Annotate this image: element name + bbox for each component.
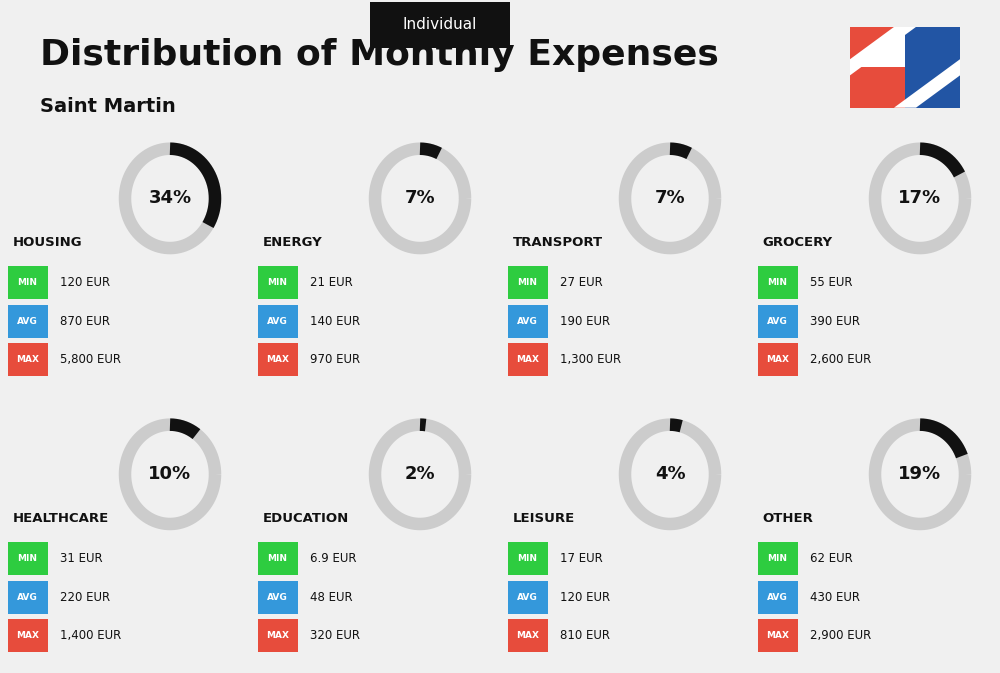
Text: MIN: MIN	[268, 554, 288, 563]
Text: MIN: MIN	[768, 278, 788, 287]
Text: 190 EUR: 190 EUR	[560, 315, 610, 328]
Text: 6.9 EUR: 6.9 EUR	[310, 552, 356, 565]
Text: MIN: MIN	[518, 554, 538, 563]
FancyBboxPatch shape	[508, 542, 548, 575]
Text: MAX: MAX	[16, 631, 39, 640]
Text: MIN: MIN	[268, 278, 288, 287]
Text: AVG: AVG	[517, 593, 538, 602]
Text: LEISURE: LEISURE	[512, 512, 575, 525]
FancyBboxPatch shape	[8, 581, 48, 614]
Text: AVG: AVG	[17, 317, 38, 326]
Text: 1,300 EUR: 1,300 EUR	[560, 353, 621, 366]
Text: 120 EUR: 120 EUR	[560, 591, 610, 604]
FancyBboxPatch shape	[508, 343, 548, 376]
Text: AVG: AVG	[267, 593, 288, 602]
Text: TRANSPORT: TRANSPORT	[512, 236, 603, 249]
Text: MAX: MAX	[266, 355, 289, 364]
FancyBboxPatch shape	[508, 266, 548, 299]
Text: 27 EUR: 27 EUR	[560, 276, 603, 289]
Text: MIN: MIN	[768, 554, 788, 563]
FancyBboxPatch shape	[758, 343, 798, 376]
Text: 120 EUR: 120 EUR	[60, 276, 110, 289]
Text: AVG: AVG	[267, 317, 288, 326]
Polygon shape	[905, 27, 960, 67]
Text: EDUCATION: EDUCATION	[262, 512, 349, 525]
Text: 2,600 EUR: 2,600 EUR	[810, 353, 871, 366]
FancyBboxPatch shape	[758, 305, 798, 338]
Text: MAX: MAX	[266, 631, 289, 640]
Polygon shape	[894, 59, 960, 108]
Text: MIN: MIN	[518, 278, 538, 287]
Text: 19%: 19%	[898, 465, 942, 483]
FancyBboxPatch shape	[370, 3, 510, 48]
Polygon shape	[850, 67, 905, 108]
Text: OTHER: OTHER	[763, 512, 813, 525]
FancyBboxPatch shape	[258, 619, 298, 652]
FancyBboxPatch shape	[258, 266, 298, 299]
Text: ENERGY: ENERGY	[262, 236, 322, 249]
Text: 220 EUR: 220 EUR	[60, 591, 110, 604]
Text: Individual: Individual	[403, 17, 477, 32]
Text: MAX: MAX	[766, 355, 789, 364]
Text: AVG: AVG	[17, 593, 38, 602]
FancyBboxPatch shape	[8, 542, 48, 575]
FancyBboxPatch shape	[8, 343, 48, 376]
Text: 390 EUR: 390 EUR	[810, 315, 860, 328]
Text: 870 EUR: 870 EUR	[60, 315, 110, 328]
FancyBboxPatch shape	[8, 305, 48, 338]
FancyBboxPatch shape	[8, 619, 48, 652]
Text: HEALTHCARE: HEALTHCARE	[12, 512, 109, 525]
Text: 17 EUR: 17 EUR	[560, 552, 603, 565]
Text: GROCERY: GROCERY	[763, 236, 833, 249]
Text: 1,400 EUR: 1,400 EUR	[60, 629, 121, 642]
Text: 48 EUR: 48 EUR	[310, 591, 353, 604]
FancyBboxPatch shape	[258, 581, 298, 614]
Text: MIN: MIN	[18, 278, 38, 287]
Text: 7%: 7%	[655, 189, 685, 207]
Polygon shape	[905, 67, 960, 108]
Polygon shape	[850, 27, 916, 75]
Text: AVG: AVG	[767, 593, 788, 602]
Text: 430 EUR: 430 EUR	[810, 591, 860, 604]
FancyBboxPatch shape	[758, 542, 798, 575]
Text: 17%: 17%	[898, 189, 942, 207]
Polygon shape	[850, 27, 905, 67]
FancyBboxPatch shape	[758, 619, 798, 652]
Text: 55 EUR: 55 EUR	[810, 276, 852, 289]
Text: 31 EUR: 31 EUR	[60, 552, 103, 565]
Text: 21 EUR: 21 EUR	[310, 276, 353, 289]
Text: Saint Martin: Saint Martin	[40, 97, 176, 116]
Text: 7%: 7%	[405, 189, 435, 207]
Text: 140 EUR: 140 EUR	[310, 315, 360, 328]
Polygon shape	[850, 27, 960, 108]
Text: HOUSING: HOUSING	[12, 236, 82, 249]
FancyBboxPatch shape	[258, 343, 298, 376]
FancyBboxPatch shape	[258, 305, 298, 338]
Text: 10%: 10%	[148, 465, 192, 483]
FancyBboxPatch shape	[258, 542, 298, 575]
Text: 2,900 EUR: 2,900 EUR	[810, 629, 871, 642]
FancyBboxPatch shape	[508, 619, 548, 652]
FancyBboxPatch shape	[758, 266, 798, 299]
Text: MAX: MAX	[516, 631, 539, 640]
FancyBboxPatch shape	[508, 305, 548, 338]
Text: AVG: AVG	[517, 317, 538, 326]
FancyBboxPatch shape	[8, 266, 48, 299]
Text: 320 EUR: 320 EUR	[310, 629, 360, 642]
Text: MAX: MAX	[516, 355, 539, 364]
FancyBboxPatch shape	[758, 581, 798, 614]
Text: MAX: MAX	[766, 631, 789, 640]
Text: 970 EUR: 970 EUR	[310, 353, 360, 366]
Text: MIN: MIN	[18, 554, 38, 563]
Text: 34%: 34%	[148, 189, 192, 207]
Text: MAX: MAX	[16, 355, 39, 364]
Text: 810 EUR: 810 EUR	[560, 629, 610, 642]
FancyBboxPatch shape	[508, 581, 548, 614]
Text: Distribution of Monthly Expenses: Distribution of Monthly Expenses	[40, 38, 719, 71]
Text: AVG: AVG	[767, 317, 788, 326]
Text: 4%: 4%	[655, 465, 685, 483]
Text: 62 EUR: 62 EUR	[810, 552, 853, 565]
Text: 5,800 EUR: 5,800 EUR	[60, 353, 121, 366]
Text: 2%: 2%	[405, 465, 435, 483]
